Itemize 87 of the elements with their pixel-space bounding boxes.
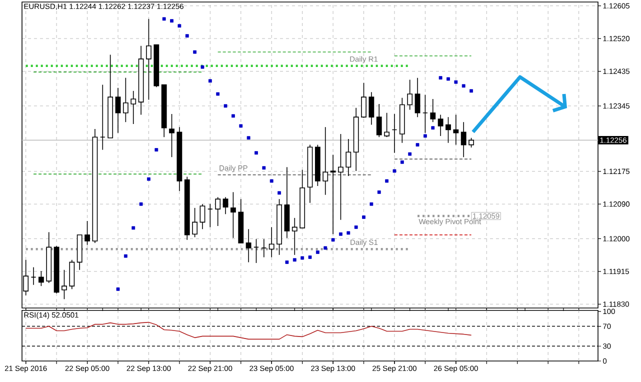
candlestick (338, 134, 344, 220)
point (124, 254, 128, 258)
point (139, 202, 143, 206)
candlestick (230, 192, 236, 238)
point (285, 260, 289, 264)
point (316, 250, 320, 254)
point (377, 190, 381, 194)
point (354, 225, 358, 229)
point (162, 17, 166, 21)
point (431, 126, 435, 130)
candlestick (330, 154, 336, 234)
candlestick (222, 196, 228, 214)
candlestick (292, 218, 298, 256)
point (400, 160, 404, 164)
point (132, 226, 136, 230)
point (239, 124, 243, 128)
candlestick (122, 77, 128, 122)
point (424, 134, 427, 138)
point (454, 80, 458, 84)
candlestick (38, 270, 44, 286)
candlestick (100, 84, 106, 150)
candlestick (346, 138, 352, 176)
candlestick (422, 94, 428, 134)
point (170, 19, 174, 23)
point (246, 136, 250, 140)
point (154, 148, 158, 152)
point (270, 179, 274, 183)
candlestick (215, 196, 221, 226)
candlestick (254, 238, 259, 264)
candlestick (368, 92, 374, 126)
candlestick (130, 90, 136, 124)
candlestick (392, 114, 398, 154)
candlestick (430, 98, 436, 122)
point (292, 258, 296, 262)
point (362, 215, 366, 219)
point (178, 24, 182, 28)
point (346, 231, 350, 235)
point (324, 246, 328, 250)
candlestick (468, 137, 474, 148)
point (416, 143, 420, 146)
candlestick (69, 259, 75, 290)
candlestick (261, 238, 267, 258)
point (224, 104, 228, 108)
point (216, 92, 220, 96)
point (462, 84, 466, 88)
point (331, 238, 335, 242)
candlestick (268, 226, 274, 258)
point (262, 166, 266, 170)
candlestick (361, 82, 366, 118)
candlestick (192, 208, 198, 238)
point (185, 34, 189, 38)
candlestick (146, 18, 152, 100)
point (147, 177, 150, 181)
point (300, 256, 304, 260)
point (408, 152, 412, 156)
point (208, 79, 212, 83)
candlestick (30, 266, 36, 286)
point (438, 76, 442, 80)
candlestick (207, 204, 213, 228)
candlestick (62, 269, 67, 300)
candlestick (322, 126, 328, 196)
point (278, 191, 281, 195)
candlestick (84, 220, 90, 246)
candlestick (407, 79, 413, 110)
candlestick (414, 77, 420, 118)
point (308, 255, 312, 259)
candlestick (169, 114, 174, 158)
point (370, 202, 374, 206)
point (470, 89, 473, 93)
point (254, 151, 258, 155)
point (116, 287, 120, 291)
candlestick (438, 114, 444, 136)
candlestick (453, 114, 459, 146)
point (193, 50, 196, 54)
candlestick (384, 112, 390, 138)
candlestick (115, 87, 121, 134)
candlestick (460, 122, 466, 158)
point (232, 114, 235, 118)
candlestick (246, 228, 252, 263)
point (392, 169, 396, 173)
point (339, 232, 342, 236)
point (385, 179, 388, 183)
point (200, 65, 204, 69)
candlestick (376, 104, 382, 138)
point (446, 77, 450, 81)
candlestick (446, 116, 451, 144)
candlestick (200, 204, 206, 230)
